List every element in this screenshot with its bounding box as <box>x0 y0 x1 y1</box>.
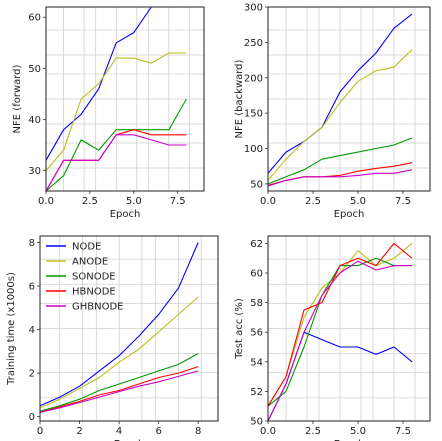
series-line-node <box>39 242 199 407</box>
x-tick-label: 2 <box>76 426 82 437</box>
legend-label: GHBNODE <box>72 302 124 313</box>
x-tick-label: 4 <box>116 426 122 437</box>
x-tick-label: 5.0 <box>350 426 366 437</box>
chart-panel-3: 0 2 4 6 8 0 2 4 6 8 Epoch Training time (x1000s) NOD… <box>6 235 219 441</box>
x-tick-label: 0.0 <box>260 196 276 207</box>
y-tick-label: 100 <box>244 144 263 155</box>
series-line-ghbnode <box>267 260 412 422</box>
x-axis-label: Epoch <box>110 209 141 220</box>
y-tick-label: 56 <box>250 328 263 339</box>
x-tick-label: 7.5 <box>395 426 411 437</box>
series-line-ghbnode <box>267 169 413 187</box>
legend-label: HBNODE <box>72 287 116 298</box>
y-tick-label: 50 <box>250 179 263 190</box>
x-tick-label: 2.5 <box>305 426 321 437</box>
y-tick-label: 60 <box>28 13 41 24</box>
plot-frame <box>267 235 431 422</box>
series-line-sonode <box>39 353 199 412</box>
y-tick-label: 54 <box>250 357 263 368</box>
x-axis-label: Epoch <box>334 209 365 220</box>
y-axis-label: NFE (forward) <box>12 64 23 133</box>
y-tick-label: 8 <box>29 238 35 249</box>
series-line-hbnode <box>39 366 199 413</box>
series-line-anode <box>39 296 199 409</box>
y-tick-label: 300 <box>244 3 263 14</box>
x-tick-label: 7.5 <box>395 196 411 207</box>
x-tick-label: 5.0 <box>126 196 142 207</box>
series-line-anode <box>267 49 413 181</box>
x-tick-label: 6 <box>155 426 161 437</box>
plot-frame <box>39 235 219 422</box>
plot-frame <box>45 6 205 192</box>
y-tick-label: 2 <box>29 369 35 380</box>
y-axis-label: Test acc (%) <box>234 298 245 360</box>
y-tick-label: 62 <box>250 239 263 250</box>
x-axis-label: Epoch <box>334 439 365 441</box>
chart-panel-1: 0.0 2.5 5.0 7.5 30 40 50 60 Epoch NFE (forward) <box>12 6 205 220</box>
series-line-sonode <box>45 98 187 192</box>
x-tick-label: 0.0 <box>260 426 276 437</box>
series-line-ghbnode <box>39 370 199 413</box>
legend-label: ANODE <box>72 257 108 268</box>
series-line-sonode <box>267 137 413 185</box>
y-tick-label: 200 <box>244 73 263 84</box>
y-tick-label: 4 <box>29 325 35 336</box>
x-tick-label: 8 <box>195 426 201 437</box>
y-tick-label: 50 <box>28 64 41 75</box>
y-tick-label: 52 <box>250 387 263 398</box>
y-tick-label: 50 <box>250 417 263 428</box>
series-line-node <box>267 13 413 174</box>
x-tick-label: 0.0 <box>38 196 54 207</box>
y-axis-label: Training time (x1000s) <box>6 272 17 386</box>
legend: NODE ANODE SONODE HBNODE GHBNODE <box>46 242 124 313</box>
x-tick-label: 7.5 <box>170 196 186 207</box>
legend-label: SONODE <box>72 272 116 283</box>
series-line-anode <box>45 52 187 171</box>
x-tick-label: 0 <box>37 426 43 437</box>
series-line-hbnode <box>267 242 413 407</box>
y-tick-label: 58 <box>250 298 263 309</box>
legend-label: NODE <box>72 242 101 253</box>
y-tick-label: 250 <box>244 38 263 49</box>
y-tick-label: 150 <box>244 109 263 120</box>
series-line-ghbnode <box>45 134 187 192</box>
chart-panel-2: 0.0 2.5 5.0 7.5 50 100 150 200 250 300 Epoch NFE (b… <box>234 3 431 220</box>
x-tick-label: 2.5 <box>82 196 98 207</box>
y-axis-label: NFE (backward) <box>234 59 245 138</box>
y-tick-label: 60 <box>250 269 263 280</box>
x-tick-label: 2.5 <box>305 196 321 207</box>
y-tick-label: 0 <box>29 412 35 423</box>
chart-panel-4: 0.0 2.5 5.0 7.5 50 52 54 56 58 60 62 Epoch Test acc … <box>234 235 431 441</box>
y-tick-label: 40 <box>28 115 41 126</box>
y-tick-label: 30 <box>28 166 41 177</box>
x-axis-label: Epoch <box>114 439 145 441</box>
x-tick-label: 5.0 <box>350 196 366 207</box>
y-tick-label: 6 <box>29 282 35 293</box>
plot-frame <box>267 6 431 192</box>
